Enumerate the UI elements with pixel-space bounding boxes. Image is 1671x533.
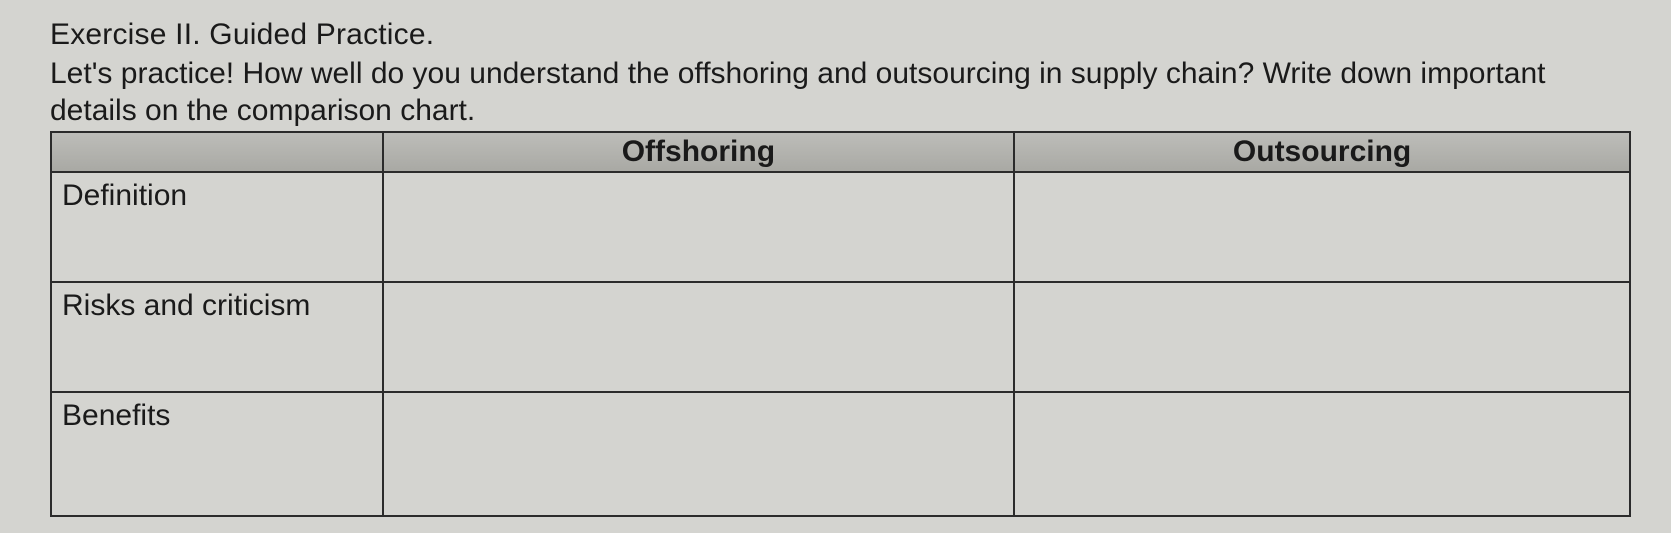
table-header-offshoring: Offshoring: [383, 132, 1015, 172]
exercise-title: Exercise II. Guided Practice.: [50, 18, 1631, 52]
row-label-definition: Definition: [51, 172, 383, 282]
cell-definition-offshoring[interactable]: [383, 172, 1015, 282]
row-label-benefits: Benefits: [51, 392, 383, 516]
cell-benefits-offshoring[interactable]: [383, 392, 1015, 516]
row-label-risks: Risks and criticism: [51, 282, 383, 392]
worksheet-page: Exercise II. Guided Practice. Let's prac…: [0, 0, 1671, 517]
table-header-blank: [51, 132, 383, 172]
table-row: Definition: [51, 172, 1630, 282]
comparison-table: Offshoring Outsourcing Definition Risks …: [50, 131, 1631, 517]
exercise-prompt: Let's practice! How well do you understa…: [50, 56, 1631, 129]
table-header-row: Offshoring Outsourcing: [51, 132, 1630, 172]
cell-risks-outsourcing[interactable]: [1014, 282, 1630, 392]
cell-risks-offshoring[interactable]: [383, 282, 1015, 392]
table-row: Benefits: [51, 392, 1630, 516]
cell-benefits-outsourcing[interactable]: [1014, 392, 1630, 516]
table-header-outsourcing: Outsourcing: [1014, 132, 1630, 172]
cell-definition-outsourcing[interactable]: [1014, 172, 1630, 282]
table-row: Risks and criticism: [51, 282, 1630, 392]
